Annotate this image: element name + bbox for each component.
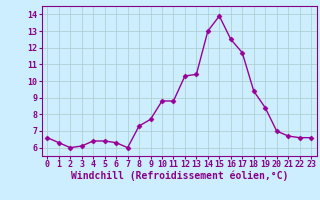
X-axis label: Windchill (Refroidissement éolien,°C): Windchill (Refroidissement éolien,°C) [70, 171, 288, 181]
